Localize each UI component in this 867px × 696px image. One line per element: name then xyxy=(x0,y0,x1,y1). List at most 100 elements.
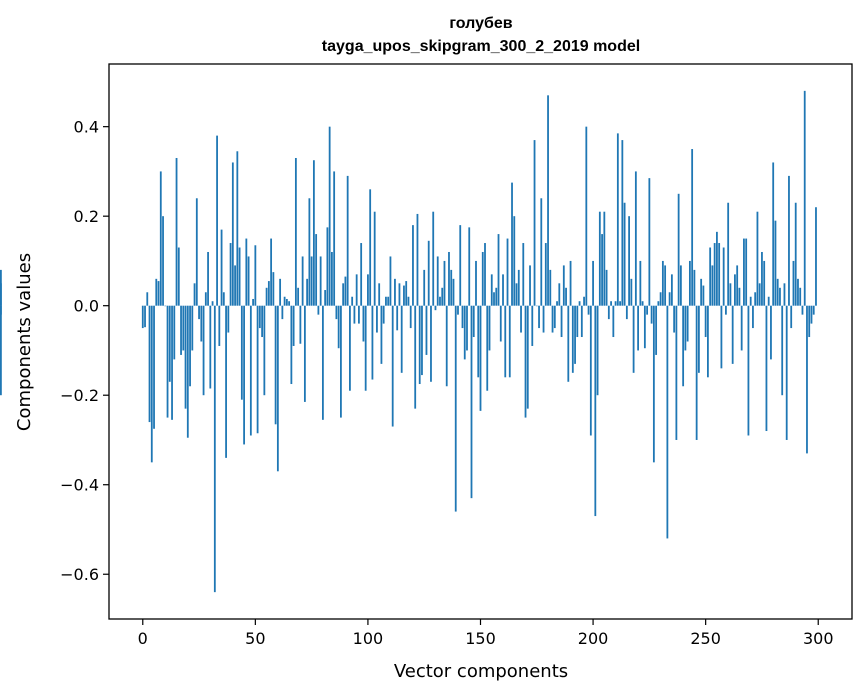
bar xyxy=(664,265,667,306)
bar xyxy=(625,305,628,320)
bar xyxy=(477,305,480,378)
bar xyxy=(222,292,225,306)
bar xyxy=(405,281,408,306)
bar xyxy=(589,305,592,436)
bar xyxy=(785,305,788,440)
bar xyxy=(693,269,696,306)
bar xyxy=(479,305,482,411)
bar xyxy=(490,274,493,306)
bar xyxy=(173,305,176,360)
bar xyxy=(195,198,198,306)
bar xyxy=(481,251,484,306)
bar xyxy=(418,305,421,385)
bar xyxy=(707,305,709,378)
bar xyxy=(324,290,327,306)
bar xyxy=(461,305,464,329)
bar xyxy=(580,305,583,338)
bar xyxy=(218,305,221,346)
bar xyxy=(684,305,687,351)
bar xyxy=(150,305,153,463)
bar xyxy=(790,305,793,329)
x-tick-label: 50 xyxy=(245,629,265,648)
bar xyxy=(540,198,543,306)
bar xyxy=(448,251,450,306)
bar xyxy=(652,305,655,463)
bar xyxy=(601,234,603,306)
bar xyxy=(362,305,365,342)
bar xyxy=(598,211,601,306)
bar xyxy=(177,247,180,306)
bar xyxy=(517,269,520,306)
bar xyxy=(547,95,549,306)
bar xyxy=(511,182,513,306)
bar xyxy=(637,305,640,351)
bar xyxy=(400,305,403,373)
y-tick-label: −0.4 xyxy=(60,476,99,495)
bar xyxy=(389,256,392,306)
bar xyxy=(634,171,637,306)
bar xyxy=(711,265,714,306)
bar xyxy=(506,238,509,306)
bar xyxy=(191,305,194,351)
bar xyxy=(504,305,507,378)
bar xyxy=(252,298,254,306)
bar xyxy=(747,305,750,436)
bar xyxy=(673,305,676,333)
bar xyxy=(592,260,594,306)
bar xyxy=(666,305,669,539)
bar xyxy=(657,301,660,306)
bar xyxy=(270,238,273,306)
bar xyxy=(317,305,320,315)
bar xyxy=(571,305,574,373)
bar xyxy=(765,305,768,432)
bar xyxy=(281,305,284,320)
bar xyxy=(398,283,401,306)
bar xyxy=(434,305,437,311)
x-tick-label: 0 xyxy=(138,629,148,648)
bar xyxy=(774,220,777,306)
x-tick-label: 300 xyxy=(803,629,834,648)
bar xyxy=(175,157,178,306)
bar xyxy=(720,305,723,369)
bar xyxy=(0,305,2,396)
x-tick-label: 150 xyxy=(465,629,496,648)
bar xyxy=(761,251,763,306)
bar xyxy=(740,305,743,351)
bar xyxy=(587,305,590,315)
bar xyxy=(344,276,347,306)
bar xyxy=(630,278,633,306)
bar xyxy=(373,211,376,306)
bar xyxy=(743,238,745,306)
bar xyxy=(427,240,430,306)
bar xyxy=(702,285,705,306)
bar xyxy=(655,305,658,355)
bar xyxy=(254,245,257,306)
bar xyxy=(328,126,331,306)
x-axis-label: Vector components xyxy=(394,661,568,682)
bar xyxy=(776,278,779,306)
bar xyxy=(553,305,556,329)
bar xyxy=(475,260,477,306)
bar xyxy=(578,301,581,306)
bar xyxy=(767,296,770,306)
bar xyxy=(607,305,610,320)
bar xyxy=(749,296,752,306)
bar xyxy=(544,243,547,306)
bar xyxy=(628,216,631,306)
bar xyxy=(403,285,405,306)
bar xyxy=(763,260,766,306)
bar xyxy=(159,171,162,306)
bar xyxy=(756,211,759,306)
bar xyxy=(583,296,585,306)
x-tick-label: 100 xyxy=(353,629,384,648)
bar xyxy=(409,305,412,329)
bar xyxy=(603,211,606,306)
bar xyxy=(718,243,721,306)
bar xyxy=(646,305,649,315)
bar xyxy=(249,305,252,436)
bar xyxy=(301,256,304,306)
bar xyxy=(610,301,612,306)
bar xyxy=(468,227,471,306)
bar xyxy=(308,198,311,306)
bar xyxy=(614,301,617,306)
